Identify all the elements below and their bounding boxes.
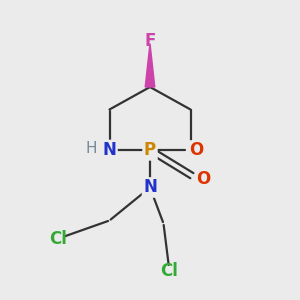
Polygon shape	[145, 44, 155, 87]
Text: Cl: Cl	[50, 230, 68, 247]
Text: H: H	[86, 141, 97, 156]
Text: Cl: Cl	[160, 262, 178, 280]
Text: O: O	[189, 141, 204, 159]
Text: N: N	[103, 141, 116, 159]
Text: N: N	[143, 178, 157, 196]
Text: P: P	[144, 141, 156, 159]
Text: O: O	[196, 169, 210, 188]
Text: F: F	[144, 32, 156, 50]
